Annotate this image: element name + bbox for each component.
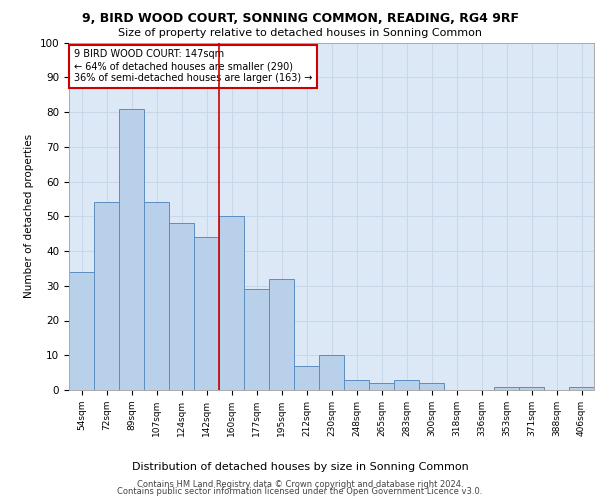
Bar — [519, 386, 544, 390]
Bar — [494, 386, 519, 390]
Bar — [569, 386, 594, 390]
Text: 9, BIRD WOOD COURT, SONNING COMMON, READING, RG4 9RF: 9, BIRD WOOD COURT, SONNING COMMON, READ… — [82, 12, 518, 26]
Bar — [169, 223, 194, 390]
Bar — [69, 272, 94, 390]
Bar — [94, 202, 119, 390]
Text: Contains HM Land Registry data © Crown copyright and database right 2024.: Contains HM Land Registry data © Crown c… — [137, 480, 463, 489]
Text: Contains public sector information licensed under the Open Government Licence v3: Contains public sector information licen… — [118, 488, 482, 496]
Bar — [294, 366, 319, 390]
Text: Size of property relative to detached houses in Sonning Common: Size of property relative to detached ho… — [118, 28, 482, 38]
Text: Distribution of detached houses by size in Sonning Common: Distribution of detached houses by size … — [131, 462, 469, 472]
Bar — [319, 355, 344, 390]
Bar — [344, 380, 369, 390]
Bar — [144, 202, 169, 390]
Bar — [194, 237, 219, 390]
Bar — [219, 216, 244, 390]
Bar — [369, 383, 394, 390]
Bar — [244, 289, 269, 390]
Bar — [419, 383, 444, 390]
Bar — [119, 108, 144, 390]
Bar — [394, 380, 419, 390]
Bar — [269, 279, 294, 390]
Text: 9 BIRD WOOD COURT: 147sqm
← 64% of detached houses are smaller (290)
36% of semi: 9 BIRD WOOD COURT: 147sqm ← 64% of detac… — [74, 50, 313, 82]
Y-axis label: Number of detached properties: Number of detached properties — [24, 134, 34, 298]
